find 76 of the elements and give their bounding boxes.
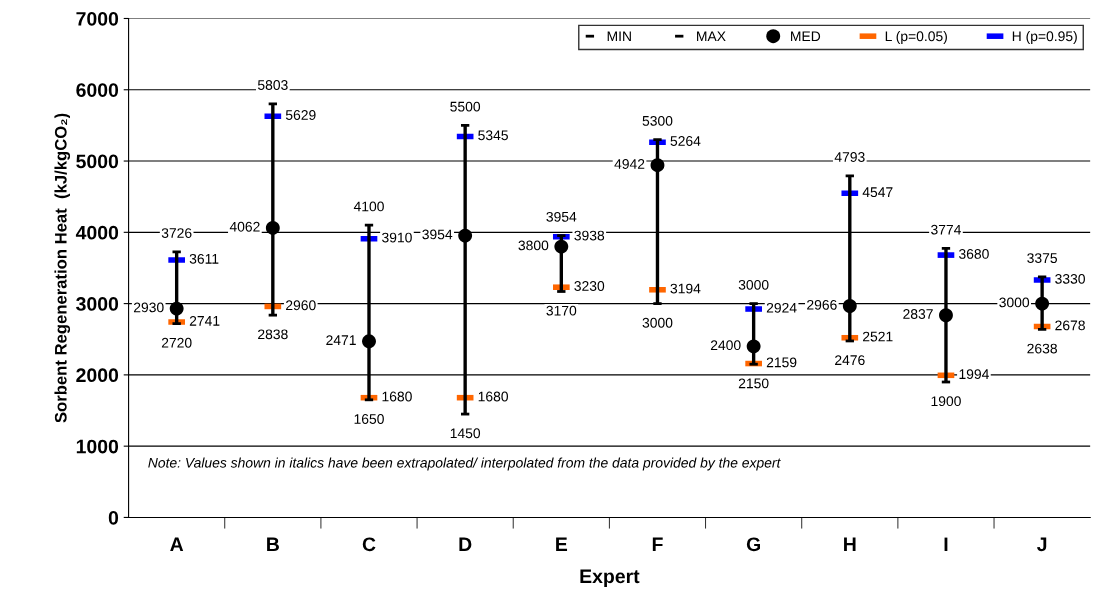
data-label: 3170 <box>546 305 577 316</box>
data-label: 2150 <box>738 378 769 389</box>
data-label: 2930 <box>133 302 164 313</box>
data-label: 4062 <box>229 221 260 232</box>
data-label: 2960 <box>286 300 316 311</box>
data-label: 1650 <box>354 414 384 424</box>
data-label: 3375 <box>1027 253 1057 264</box>
data-label: 2838 <box>258 329 288 340</box>
y-tick-label: 7000 <box>76 11 119 26</box>
x-tick-label: H <box>844 537 856 551</box>
data-label: 2476 <box>835 355 865 366</box>
x-tick-label: A <box>170 537 184 551</box>
data-label: 5500 <box>450 101 481 112</box>
y-tick-label: 2000 <box>76 368 119 383</box>
data-label: 2521 <box>863 331 893 342</box>
data-label: 4793 <box>834 152 865 162</box>
y-tick-label: 3000 <box>76 297 119 311</box>
data-label: 2924 <box>766 302 797 313</box>
legend-label: MED <box>791 31 821 42</box>
data-label: 2678 <box>1055 320 1085 331</box>
data-label: 2720 <box>161 337 192 348</box>
data-label: 5803 <box>257 80 288 90</box>
data-label: 5629 <box>285 110 316 120</box>
data-label: 3000 <box>642 317 673 328</box>
x-tick-label: J <box>1037 537 1047 552</box>
y-axis-title: Sorbent Regeneration Heat (kJ/kgCO₂) <box>54 113 71 423</box>
data-label: 3954 <box>546 211 577 222</box>
legend-label: MAX <box>697 31 726 42</box>
data-label: 3000 <box>738 279 769 290</box>
data-label: 3611 <box>189 253 219 264</box>
data-label: 4100 <box>353 201 384 212</box>
data-label: 3230 <box>574 281 605 291</box>
x-axis-title: Expert <box>580 569 640 588</box>
data-label: 4547 <box>862 187 893 198</box>
legend-label: H (p=0.95) <box>1012 30 1077 44</box>
x-tick-label: C <box>362 537 376 552</box>
x-tick-label: D <box>459 537 472 551</box>
data-label: 1450 <box>450 428 481 439</box>
data-label: 3910 <box>382 232 412 243</box>
data-label: 5345 <box>478 130 508 141</box>
data-label: 1680 <box>382 391 412 402</box>
data-label: 3330 <box>1055 273 1085 284</box>
x-tick-label: I <box>944 537 948 551</box>
legend-label: MIN <box>607 31 631 42</box>
legend-label: L (p=0.05) <box>885 30 947 44</box>
data-label: 2837 <box>903 309 933 319</box>
data-label: 3938 <box>574 230 605 241</box>
data-label: 3800 <box>518 240 549 251</box>
annotation: Note: Values shown in italics have been extrapolated/ interpolated from the data provided by the expert <box>148 457 781 471</box>
data-label: 2159 <box>766 357 797 368</box>
data-label: 3680 <box>958 249 989 259</box>
x-tick-label: E <box>556 537 568 551</box>
x-tick-label: B <box>267 537 279 551</box>
x-tick-label: F <box>652 537 663 551</box>
y-tick-label: 6000 <box>76 83 119 97</box>
y-tick-label: 1000 <box>76 439 119 454</box>
data-label: 2400 <box>710 340 741 351</box>
data-label: 1994 <box>959 369 989 380</box>
y-tick-label: 0 <box>108 510 119 525</box>
data-label: 2966 <box>807 299 837 310</box>
data-label: 3954 <box>422 229 453 240</box>
data-label: 5300 <box>642 115 673 126</box>
y-tick-label: 4000 <box>75 225 119 240</box>
data-label: 2741 <box>189 315 220 326</box>
data-label: 1900 <box>931 396 961 407</box>
data-label: 2638 <box>1027 343 1057 354</box>
data-label: 3000 <box>999 297 1030 308</box>
data-label: 2471 <box>326 335 356 345</box>
y-tick-label: 5000 <box>76 154 119 169</box>
data-label: 5264 <box>670 136 701 146</box>
x-tick-label: G <box>746 537 760 552</box>
data-label: 1680 <box>478 391 509 402</box>
data-label: 3194 <box>670 283 701 294</box>
data-label: 4942 <box>614 159 645 169</box>
data-label: 3726 <box>161 228 192 238</box>
data-label: 3774 <box>931 224 962 235</box>
